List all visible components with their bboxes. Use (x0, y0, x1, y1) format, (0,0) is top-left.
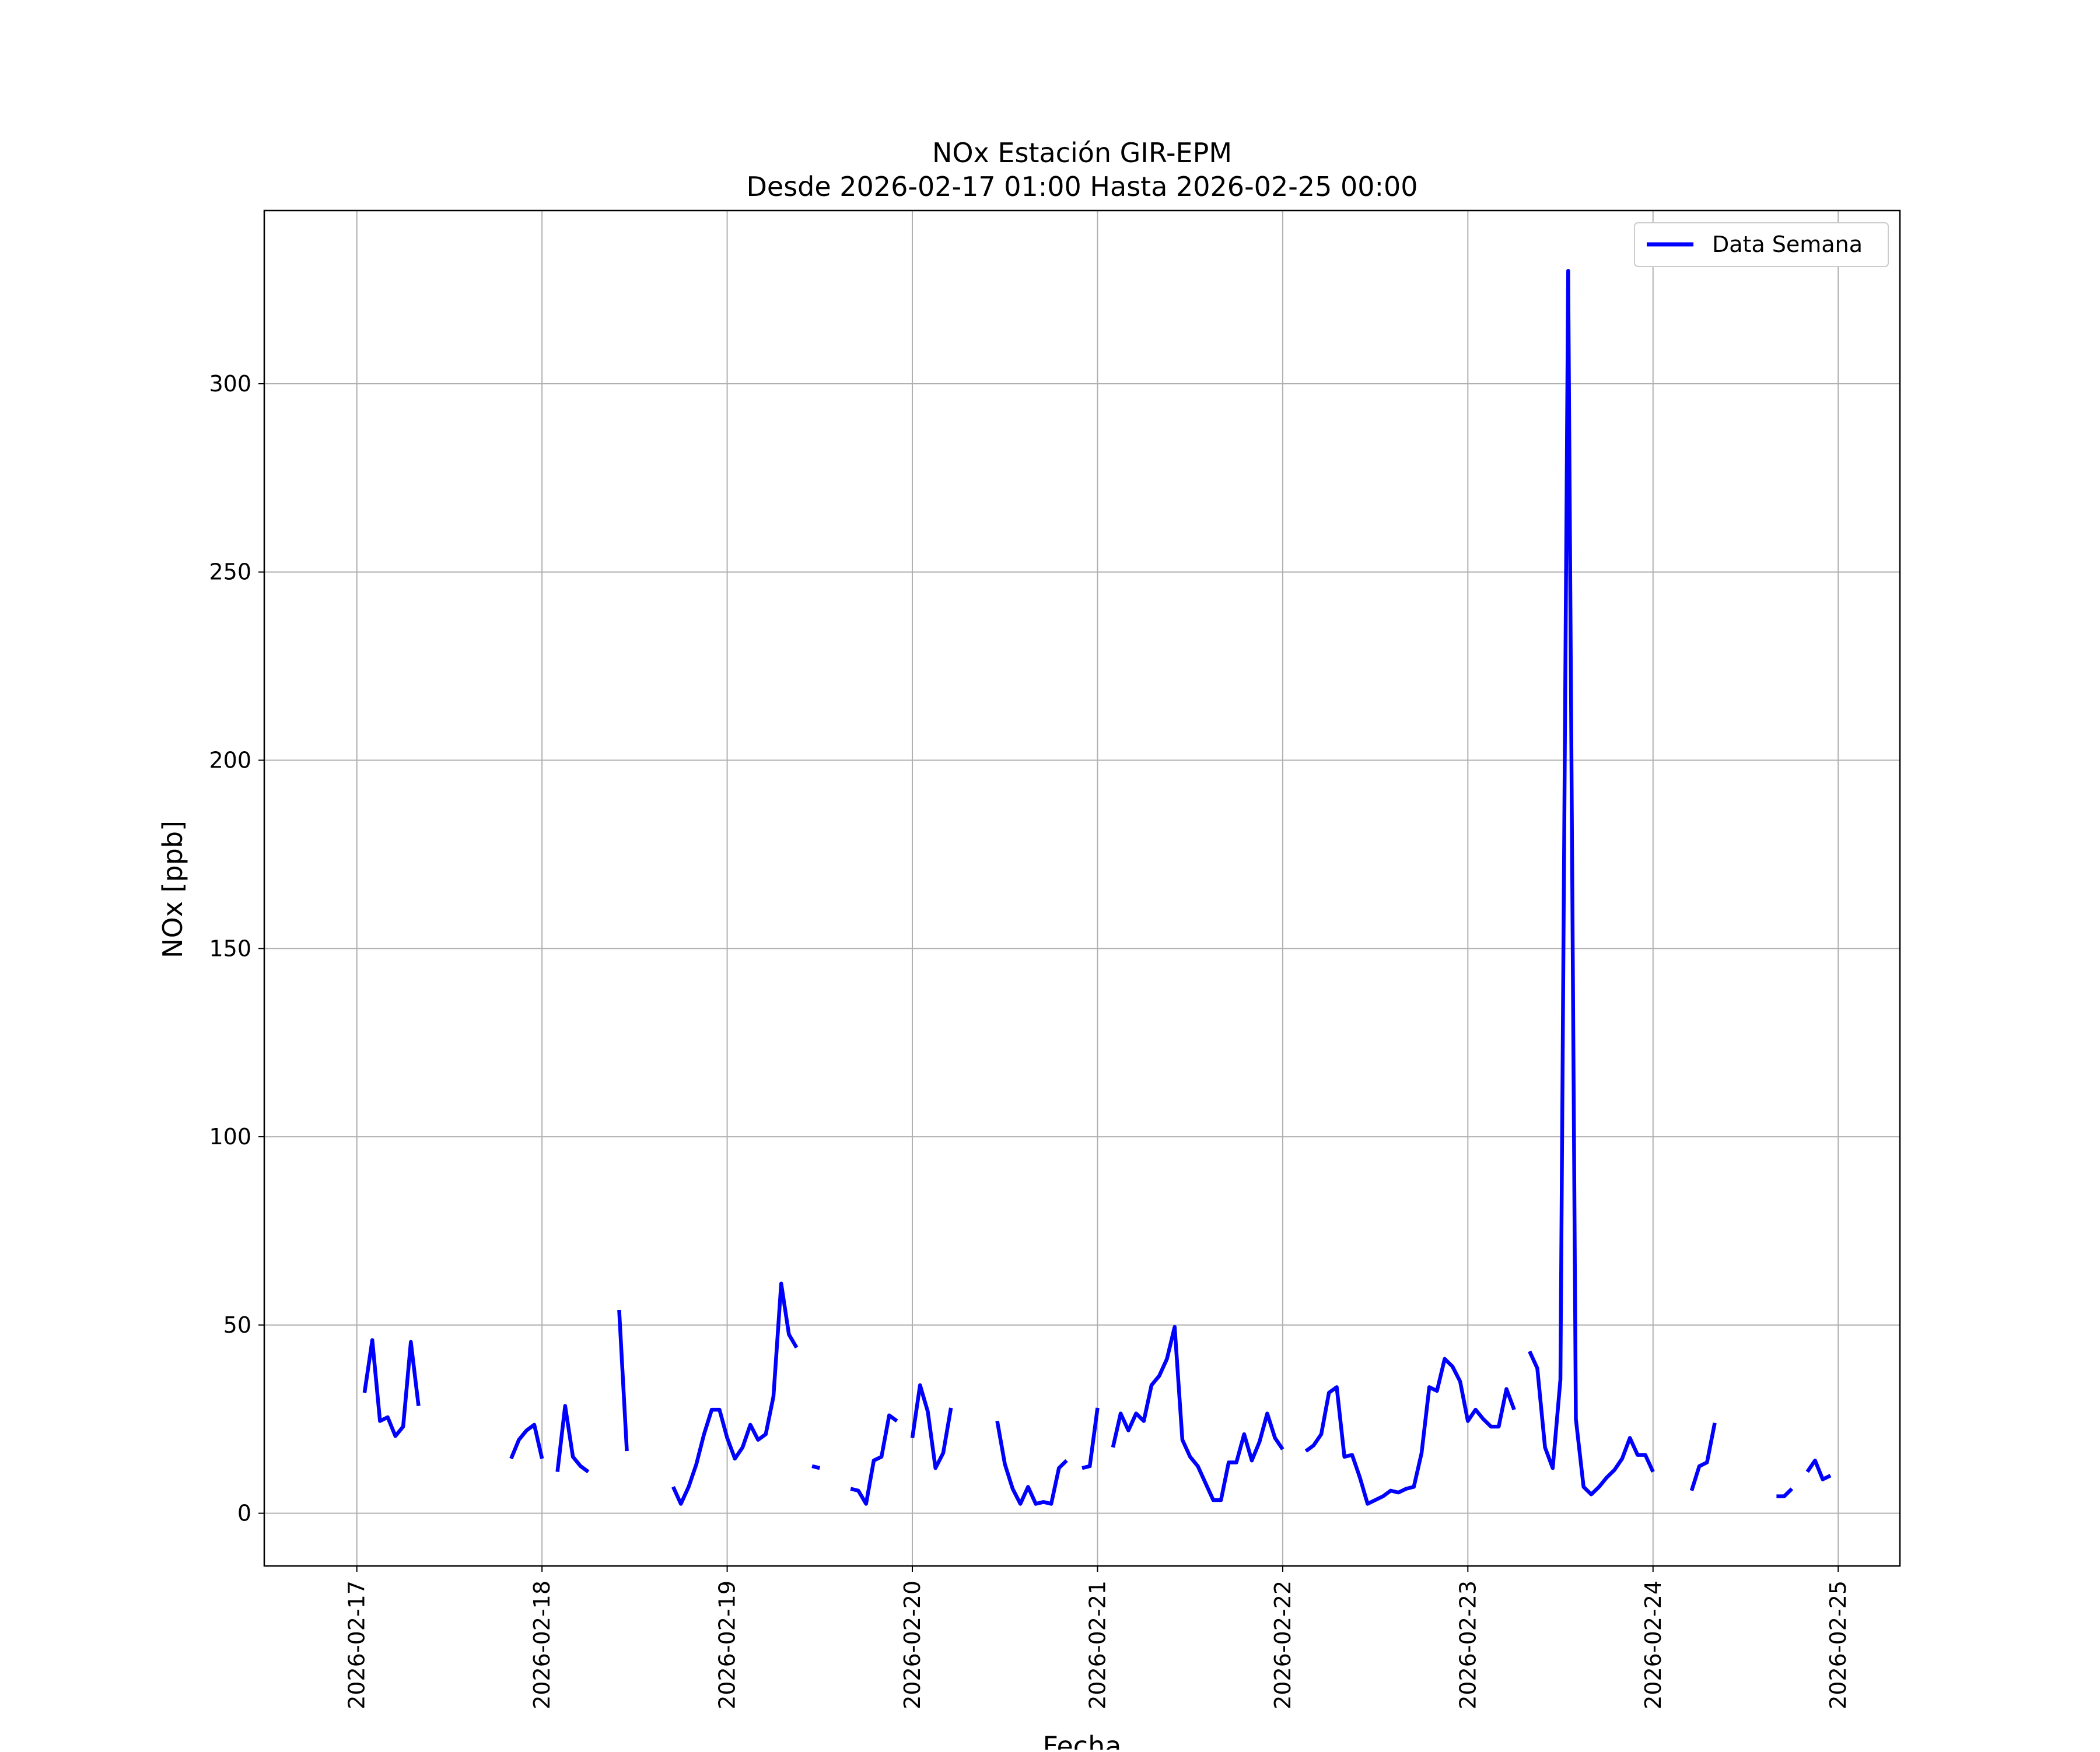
series-line-segment (1528, 269, 1655, 1497)
series-line-segment (850, 1413, 898, 1506)
y-tick-label: 250 (209, 559, 251, 585)
axis-ticks: 0 50 100 150 200 250 300 2026-02-17 2026-02-18 20… (209, 371, 1851, 1709)
x-tick-label: 2026-02-23 (1455, 1581, 1480, 1709)
y-axis-label: NOx [ppb] (157, 821, 188, 958)
x-axis-label: Fecha (1043, 1730, 1122, 1750)
x-tick-label: 2026-02-21 (1084, 1581, 1110, 1709)
series-line-segment (362, 1338, 421, 1438)
x-tick-label: 2026-02-24 (1640, 1581, 1666, 1709)
series-line-segment (811, 1464, 821, 1470)
series-line-segment (910, 1383, 953, 1470)
y-tick-label: 150 (209, 935, 251, 961)
legend-box (1634, 222, 1889, 267)
series-line-segment (1304, 1357, 1516, 1506)
chart-subtitle: Desde 2026-02-17 01:00 Hasta 2026-02-25 … (746, 171, 1418, 202)
series-line-segment (995, 1420, 1068, 1506)
series-line-segment (671, 1281, 799, 1506)
x-tick-label: 2026-02-20 (900, 1581, 925, 1709)
series-line-segment (1805, 1458, 1832, 1481)
series-line-segment (555, 1404, 590, 1474)
legend: Data Semana (1634, 222, 1889, 267)
y-tick-label: 50 (223, 1312, 251, 1338)
series-line-segment (1689, 1422, 1717, 1491)
x-tick-label: 2026-02-19 (715, 1581, 740, 1709)
series-line-segment (509, 1422, 544, 1460)
chart-title: NOx Estación GIR-EPM (932, 137, 1232, 169)
x-tick-label: 2026-02-25 (1825, 1581, 1851, 1709)
plot-frame (263, 209, 1901, 1567)
series-line-segment (1776, 1487, 1794, 1498)
x-tick-label: 2026-02-22 (1270, 1581, 1296, 1709)
grid-lines (264, 211, 1900, 1566)
y-tick-label: 300 (209, 371, 251, 397)
x-tick-label: 2026-02-18 (529, 1581, 555, 1709)
series-line-segment (617, 1309, 629, 1452)
legend-label: Data Semana (1712, 232, 1863, 257)
y-tick-label: 200 (209, 748, 251, 773)
y-tick-label: 0 (237, 1501, 251, 1526)
series-line-segment (1111, 1324, 1284, 1502)
y-tick-label: 100 (209, 1124, 251, 1150)
x-tick-label: 2026-02-17 (344, 1581, 370, 1709)
data-lines (362, 269, 1832, 1506)
series-line-segment (1082, 1407, 1100, 1470)
